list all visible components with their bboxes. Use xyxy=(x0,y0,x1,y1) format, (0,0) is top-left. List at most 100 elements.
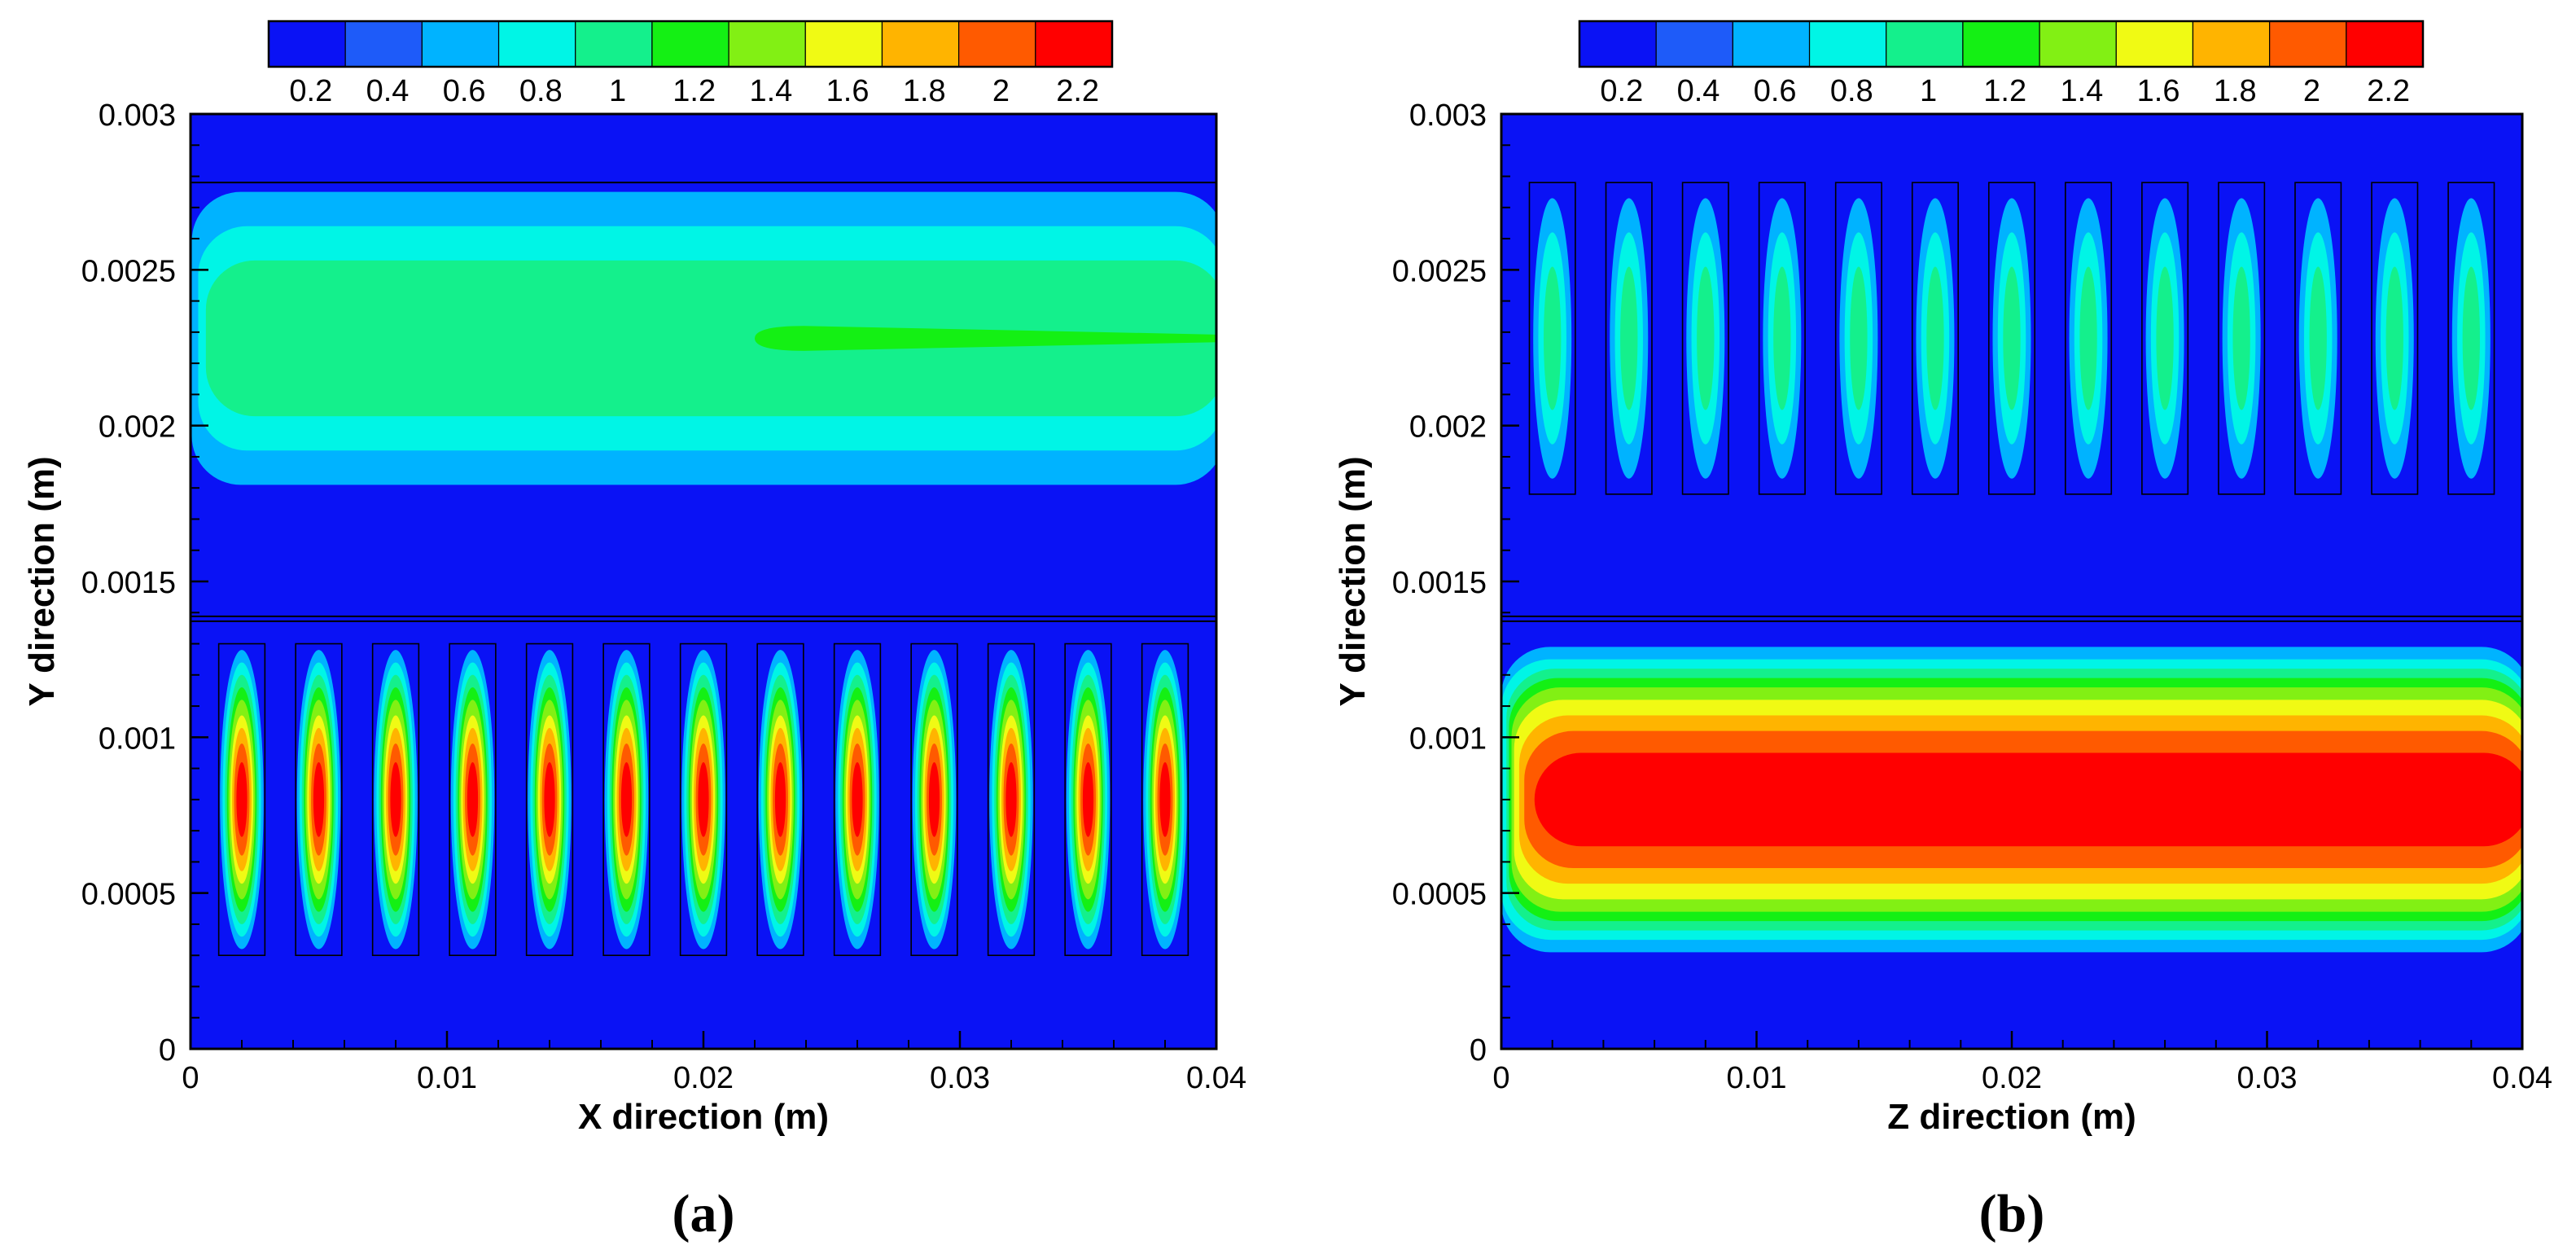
y-tick-label: 0.0005 xyxy=(81,878,176,912)
colorbar-label: 0.6 xyxy=(443,74,486,108)
upper-cell-9-level-2 xyxy=(2232,266,2250,410)
lower-cell-outline xyxy=(295,643,343,956)
colorbar-swatch xyxy=(1035,20,1113,68)
panel-b: 0 0.01 0.02 0.03 0.04 0 0.0005 0.001 0.0015 0.002… xyxy=(1333,20,2552,1243)
colorbar-swatch xyxy=(958,20,1036,68)
lower-cell-outline xyxy=(987,643,1036,956)
lower-cell-outline xyxy=(1141,643,1189,956)
colorbar-label: 1 xyxy=(609,74,626,108)
colorbar-swatch xyxy=(804,20,883,68)
colorbar-swatch xyxy=(268,20,346,68)
lower-cell-1-level-9 xyxy=(316,780,322,818)
colorbar-swatch xyxy=(2115,20,2194,68)
colorbar-label: 2.2 xyxy=(2367,74,2410,108)
lower-cell-outline xyxy=(833,643,882,956)
y-tick-label: 0.0025 xyxy=(1392,254,1487,288)
lower-cell-12-level-9 xyxy=(1163,780,1168,818)
lower-cell-2-level-9 xyxy=(393,780,398,818)
lower-cell-0-level-9 xyxy=(239,780,244,818)
x-axis-label: X direction (m) xyxy=(578,1097,829,1137)
colorbar-swatch xyxy=(497,20,576,68)
upper-cell-outline xyxy=(2371,182,2419,495)
x-tick-label: 0.03 xyxy=(2237,1061,2298,1095)
upper-cell-outline xyxy=(2141,182,2189,495)
upper-cell-outline xyxy=(1681,182,1729,495)
lower-cell-11-level-9 xyxy=(1085,780,1091,818)
colorbar-label: 1.4 xyxy=(2060,74,2103,108)
colorbar-label: 1.6 xyxy=(826,74,870,108)
contour-field xyxy=(1501,198,2522,953)
lower-cell-4-level-9 xyxy=(547,780,552,818)
upper-cell-10-level-2 xyxy=(2309,266,2327,410)
y-tick-label: 0.0015 xyxy=(1392,566,1487,600)
colorbar-swatch xyxy=(881,20,960,68)
y-tick-label: 0 xyxy=(159,1033,176,1068)
lower-cell-outline xyxy=(910,643,958,956)
colorbar-label: 1.6 xyxy=(2137,74,2180,108)
contour-field xyxy=(191,191,1216,950)
y-tick-label: 0.0005 xyxy=(1392,878,1487,912)
colorbar-swatch xyxy=(1886,20,1964,68)
lower-cell-5-level-9 xyxy=(624,780,629,818)
upper-cell-6-level-2 xyxy=(2003,266,2021,410)
colorbar-label: 0.8 xyxy=(1830,74,1873,108)
colorbar-swatch xyxy=(1962,20,2040,68)
colorbar-label: 2.2 xyxy=(1056,74,1099,108)
lower-band-level-9 xyxy=(1572,780,2522,818)
colorbar-label: 1.2 xyxy=(1983,74,2026,108)
colorbar-label: 2 xyxy=(2303,74,2320,108)
upper-band-level-2 xyxy=(205,260,1216,417)
y-tick-label: 0.0015 xyxy=(81,566,176,600)
colorbar-label: 0.6 xyxy=(1754,74,1797,108)
colorbar-label: 0.8 xyxy=(519,74,563,108)
x-tick-label: 0 xyxy=(1492,1061,1509,1095)
upper-cell-outline xyxy=(1911,182,1959,495)
y-tick-label: 0.002 xyxy=(99,410,176,445)
lower-cell-outline xyxy=(449,643,497,956)
upper-cell-7-level-2 xyxy=(2079,266,2097,410)
colorbar-swatch xyxy=(2346,20,2424,68)
panel-a: 0 0.01 0.02 0.03 0.04 0 0.0005 0.001 0.0015 0.002… xyxy=(22,20,1246,1243)
y-tick-label: 0.003 xyxy=(1409,99,1487,133)
upper-cell-outline xyxy=(1834,182,1882,495)
colorbar-swatch xyxy=(421,20,500,68)
x-tick-label: 0.04 xyxy=(1186,1061,1246,1095)
lower-cell-10-level-9 xyxy=(1009,780,1014,818)
x-tick-label: 0.02 xyxy=(1982,1061,2042,1095)
panel-label: (b) xyxy=(1979,1184,2045,1243)
lower-cell-6-level-9 xyxy=(701,780,706,818)
upper-cell-3-level-2 xyxy=(1773,266,1791,410)
x-tick-label: 0.01 xyxy=(417,1061,477,1095)
colorbar-label: 1.8 xyxy=(2214,74,2257,108)
lower-cell-outline xyxy=(371,643,420,956)
colorbar-label: 0.4 xyxy=(1677,74,1720,108)
x-tick-label: 0.01 xyxy=(1727,1061,1787,1095)
upper-cell-outline xyxy=(2065,182,2113,495)
upper-cell-outline xyxy=(2447,182,2495,495)
colorbar-label: 1.4 xyxy=(749,74,792,108)
colorbar-swatch xyxy=(2192,20,2271,68)
y-tick-label: 0.0025 xyxy=(81,254,176,288)
x-tick-label: 0.02 xyxy=(673,1061,734,1095)
colorbar-swatch xyxy=(728,20,806,68)
colorbar-frame xyxy=(1578,20,2425,68)
upper-cell-outline xyxy=(1605,182,1653,495)
colorbar-label: 0.2 xyxy=(1600,74,1643,108)
upper-band-level-3 xyxy=(755,326,1216,351)
colorbar-swatch xyxy=(575,20,653,68)
x-axis-label: Z direction (m) xyxy=(1887,1097,2136,1137)
upper-cell-1-level-2 xyxy=(1620,266,1638,410)
panel-label: (a) xyxy=(672,1184,735,1243)
x-tick-label: 0.03 xyxy=(930,1061,990,1095)
colorbar-swatch xyxy=(2039,20,2117,68)
upper-cell-0-level-2 xyxy=(1544,266,1562,410)
y-tick-label: 0.003 xyxy=(99,99,176,133)
upper-cell-8-level-2 xyxy=(2156,266,2174,410)
upper-cell-outline xyxy=(1528,182,1576,495)
y-tick-label: 0.001 xyxy=(1409,721,1487,756)
colorbar-label: 1.2 xyxy=(672,74,716,108)
lower-cell-outline xyxy=(1064,643,1112,956)
lower-cell-8-level-9 xyxy=(855,780,860,818)
upper-cell-outline xyxy=(2294,182,2342,495)
